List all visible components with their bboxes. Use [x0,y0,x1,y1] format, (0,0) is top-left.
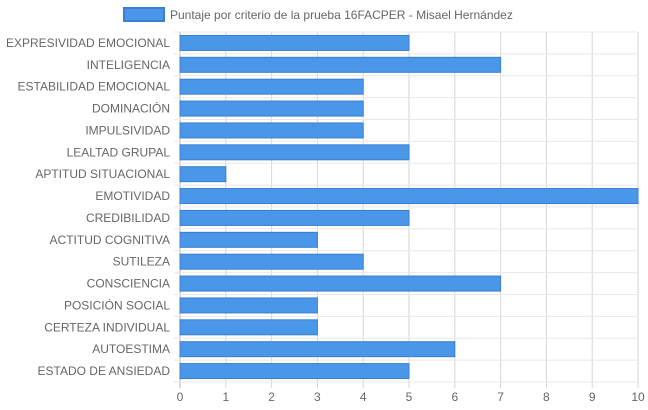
bar[interactable] [179,100,364,117]
legend-swatch [123,7,165,22]
bar[interactable] [179,209,410,226]
category-label: ESTADO DE ANSIEDAD [38,364,171,378]
category-label: CERTEZA INDIVIDUAL [44,320,170,334]
category-label: CREDIBILIDAD [86,211,170,225]
bar[interactable] [179,56,502,73]
legend[interactable]: Puntaje por criterio de la prueba 16FACP… [123,7,513,22]
bar[interactable] [179,188,639,205]
bar[interactable] [179,253,364,270]
category-label: POSICIÓN SOCIAL [64,297,170,312]
bar[interactable] [179,297,318,314]
bar[interactable] [179,319,318,336]
bar[interactable] [179,122,364,139]
value-axis-labels: 0 1 2 3 4 5 6 7 8 9 10 [177,390,645,404]
tick-label: 8 [543,390,550,404]
bar[interactable] [179,34,410,51]
category-label: AUTOESTIMA [92,342,170,356]
legend-label: Puntaje por criterio de la prueba 16FACP… [170,8,513,22]
bar[interactable] [179,166,227,183]
tick-label: 7 [497,390,504,404]
bar[interactable] [179,275,502,292]
tick-label: 9 [589,390,596,404]
category-axis-labels: EXPRESIVIDAD EMOCIONAL INTELIGENCIA ESTABI… [6,36,170,378]
tick-label: 5 [406,390,413,404]
bar[interactable] [179,78,364,95]
category-label: CONSCIENCIA [87,277,170,291]
gridlines [174,31,639,388]
category-label: SUTILEZA [113,255,170,269]
tick-label: 10 [631,390,645,404]
tick-label: 4 [360,390,367,404]
category-label: DOMINACIÓN [92,101,170,116]
tick-label: 1 [222,390,229,404]
category-label: INTELIGENCIA [87,58,170,72]
bar[interactable] [179,363,410,380]
bar[interactable] [179,144,410,161]
tick-label: 0 [177,390,184,404]
tick-label: 6 [451,390,458,404]
category-label: APTITUD SITUACIONAL [35,167,170,181]
bars-group [179,34,639,380]
category-label: ACTITUD COGNITIVA [50,233,170,247]
category-label: EXPRESIVIDAD EMOCIONAL [6,36,170,50]
category-label: EMOTIVIDAD [95,189,170,203]
category-label: IMPULSIVIDAD [85,123,170,137]
tick-label: 3 [314,390,321,404]
bar[interactable] [179,341,456,358]
category-label: ESTABILIDAD EMOCIONAL [18,80,171,94]
bar[interactable] [179,231,318,248]
category-label: LEALTAD GRUPAL [67,145,171,159]
tick-label: 2 [268,390,275,404]
